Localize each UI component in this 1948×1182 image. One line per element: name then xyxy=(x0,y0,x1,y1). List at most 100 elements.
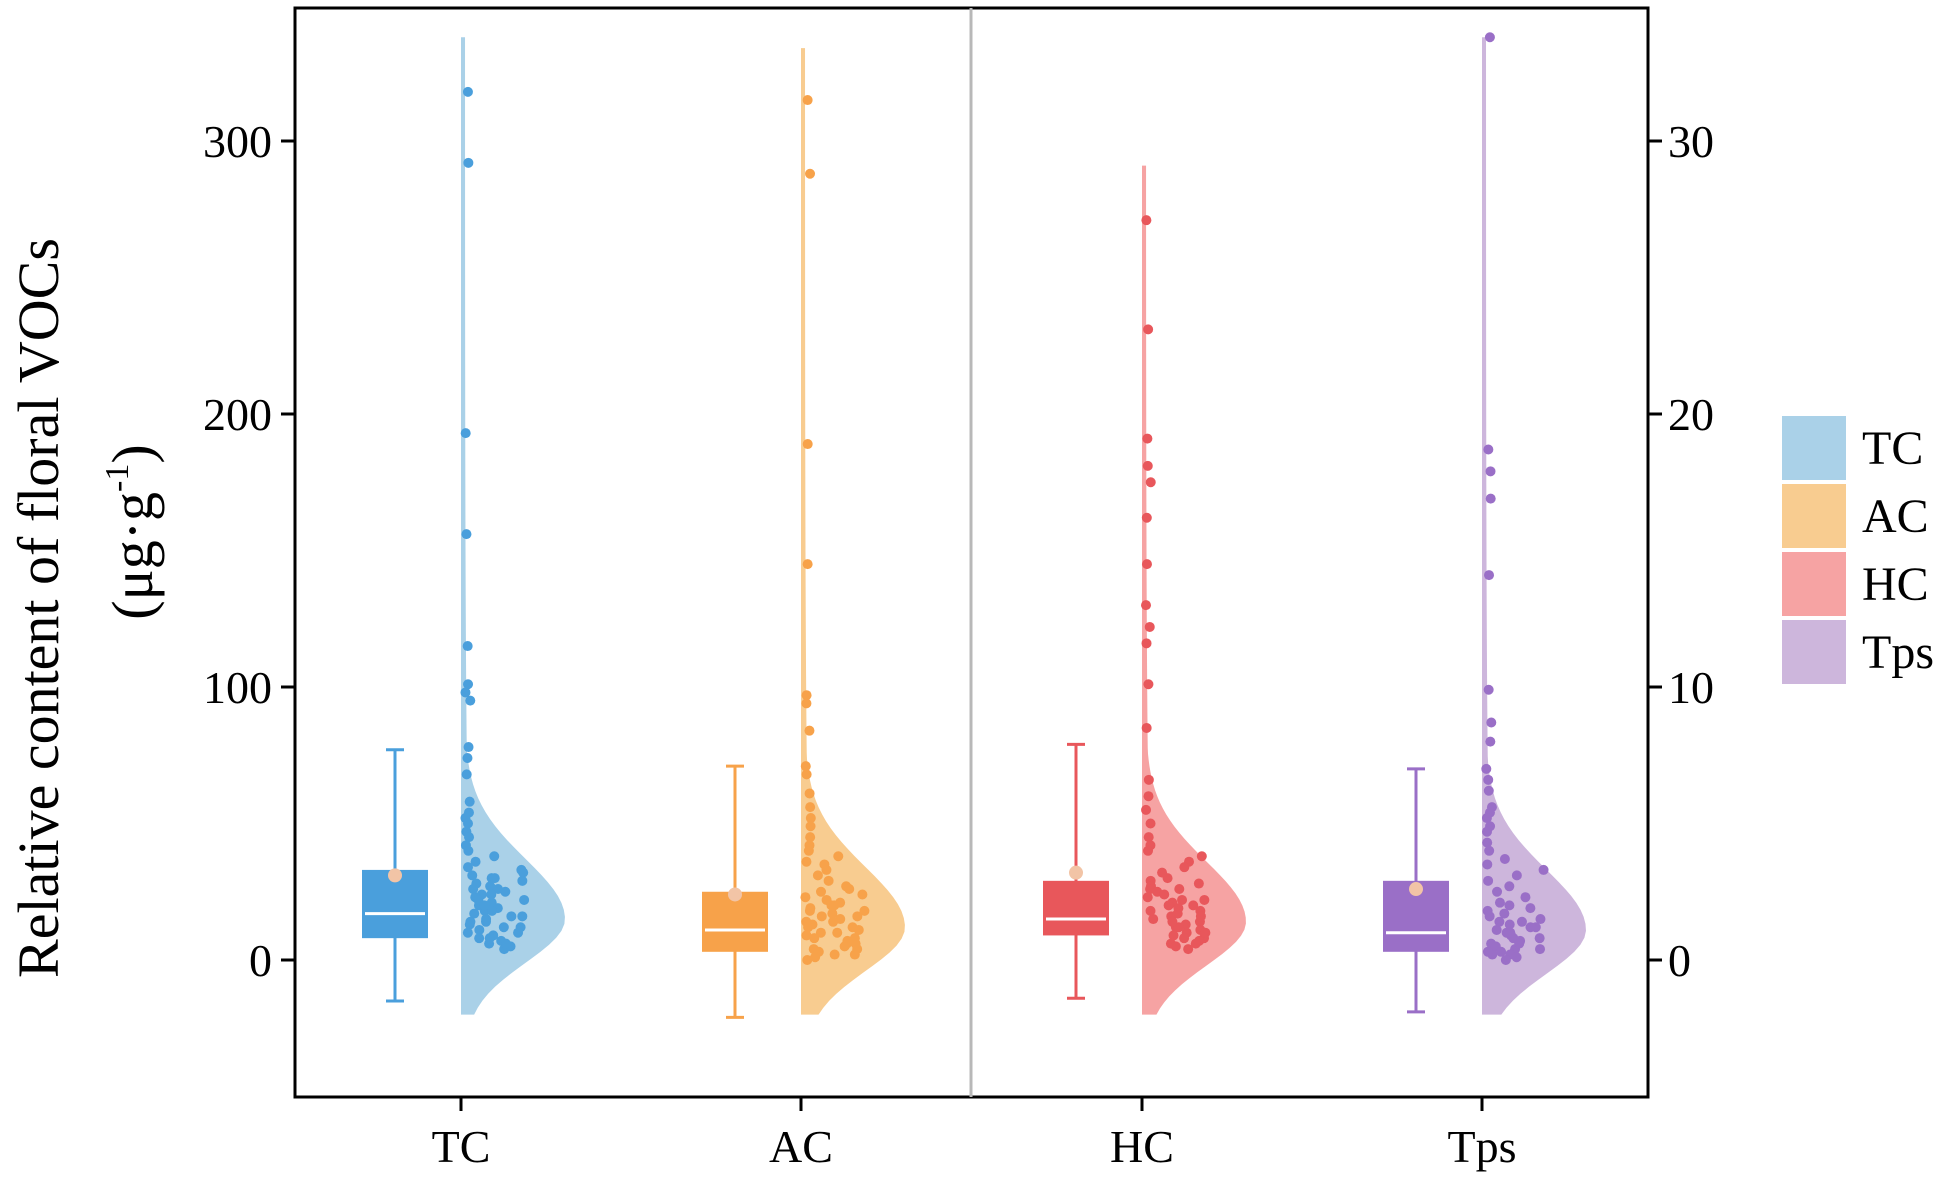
data-point xyxy=(1168,930,1179,941)
legend-label-hc: HC xyxy=(1862,558,1929,611)
data-point xyxy=(1142,460,1153,471)
data-point xyxy=(1188,900,1199,911)
data-point xyxy=(1482,946,1493,957)
mean-marker xyxy=(388,868,402,883)
data-point xyxy=(461,769,472,780)
data-point xyxy=(816,886,827,897)
data-point xyxy=(802,95,813,106)
data-point xyxy=(1504,919,1515,930)
data-point xyxy=(1163,900,1174,911)
data-point xyxy=(1143,774,1154,785)
series-hc xyxy=(1043,165,1246,1015)
violin-cloud-ac xyxy=(801,48,905,1015)
data-point xyxy=(1484,845,1495,856)
mean-marker xyxy=(1409,882,1423,897)
data-point xyxy=(802,439,813,450)
right-tick-label-10: 10 xyxy=(1668,662,1714,713)
data-point xyxy=(463,679,474,690)
data-point xyxy=(474,924,485,935)
data-point xyxy=(519,894,530,905)
data-point xyxy=(500,886,511,897)
x-axis: TC AC HC Tps xyxy=(432,1121,1517,1172)
data-point xyxy=(850,938,861,949)
data-point xyxy=(853,924,864,935)
data-point xyxy=(1200,927,1211,938)
data-point xyxy=(518,867,529,878)
data-point xyxy=(1484,911,1495,922)
x-tick-label-hc: HC xyxy=(1110,1121,1174,1172)
data-point xyxy=(489,851,500,862)
data-point xyxy=(1538,864,1549,875)
data-point xyxy=(821,864,832,875)
data-point xyxy=(1504,900,1515,911)
data-point xyxy=(470,856,481,867)
data-point xyxy=(517,875,528,886)
data-point xyxy=(804,788,815,799)
data-point xyxy=(852,911,863,922)
data-point xyxy=(461,529,472,540)
data-point xyxy=(462,641,473,652)
data-point xyxy=(506,911,517,922)
data-point xyxy=(1485,493,1496,504)
legend-swatch-tps xyxy=(1782,620,1846,684)
right-axis: 0 10 20 30 xyxy=(1668,116,1714,986)
data-point xyxy=(1514,938,1525,949)
data-point xyxy=(1142,433,1153,444)
legend-label-tps: Tps xyxy=(1862,626,1934,679)
data-point xyxy=(1520,892,1531,903)
data-point xyxy=(462,86,473,97)
data-point xyxy=(463,157,474,168)
data-point xyxy=(1483,684,1494,695)
x-tick-label-ac: AC xyxy=(769,1121,833,1172)
data-point xyxy=(462,818,473,829)
data-point xyxy=(829,900,840,911)
data-point xyxy=(801,698,812,709)
data-point xyxy=(489,873,500,884)
data-point xyxy=(803,845,814,856)
data-point xyxy=(823,875,834,886)
x-tick-label-tc: TC xyxy=(432,1121,491,1172)
data-point xyxy=(1143,791,1154,802)
data-point xyxy=(1145,477,1156,488)
x-tick-label-tps: Tps xyxy=(1448,1121,1517,1172)
data-point xyxy=(1511,952,1522,963)
right-tick-label-0: 0 xyxy=(1668,935,1691,986)
data-point xyxy=(1483,785,1494,796)
data-point xyxy=(1179,862,1190,873)
data-point xyxy=(1141,600,1152,611)
data-point xyxy=(1482,826,1493,837)
data-point xyxy=(839,941,850,952)
series-tc xyxy=(362,37,565,1015)
data-point xyxy=(1535,944,1546,955)
data-point xyxy=(1141,215,1152,226)
data-point xyxy=(1170,941,1181,952)
data-point xyxy=(1196,851,1207,862)
box-iqr xyxy=(1043,880,1109,936)
data-point xyxy=(500,938,511,949)
data-point xyxy=(844,884,855,895)
right-tick-label-20: 20 xyxy=(1668,389,1714,440)
data-point xyxy=(465,916,476,927)
data-point xyxy=(487,905,498,916)
data-point xyxy=(1481,763,1492,774)
left-tick-label-200: 200 xyxy=(203,389,272,440)
legend-swatch-hc xyxy=(1782,552,1846,616)
series-tps xyxy=(1383,32,1586,1015)
data-point xyxy=(1482,859,1493,870)
box-iqr xyxy=(702,891,768,952)
plot-area xyxy=(281,6,1662,1111)
data-point xyxy=(804,905,815,916)
data-point xyxy=(462,927,473,938)
data-point xyxy=(1499,853,1510,864)
y-axis-unit-suffix: ) xyxy=(100,444,165,463)
data-point xyxy=(1484,570,1495,581)
data-point xyxy=(1143,679,1154,690)
left-tick-label-100: 100 xyxy=(203,662,272,713)
data-point xyxy=(832,927,843,938)
data-point xyxy=(833,851,844,862)
data-point xyxy=(1141,638,1152,649)
y-axis-unit-sup: -1 xyxy=(99,464,136,492)
data-point xyxy=(498,922,509,933)
data-point xyxy=(1525,922,1536,933)
data-point xyxy=(1511,870,1522,881)
